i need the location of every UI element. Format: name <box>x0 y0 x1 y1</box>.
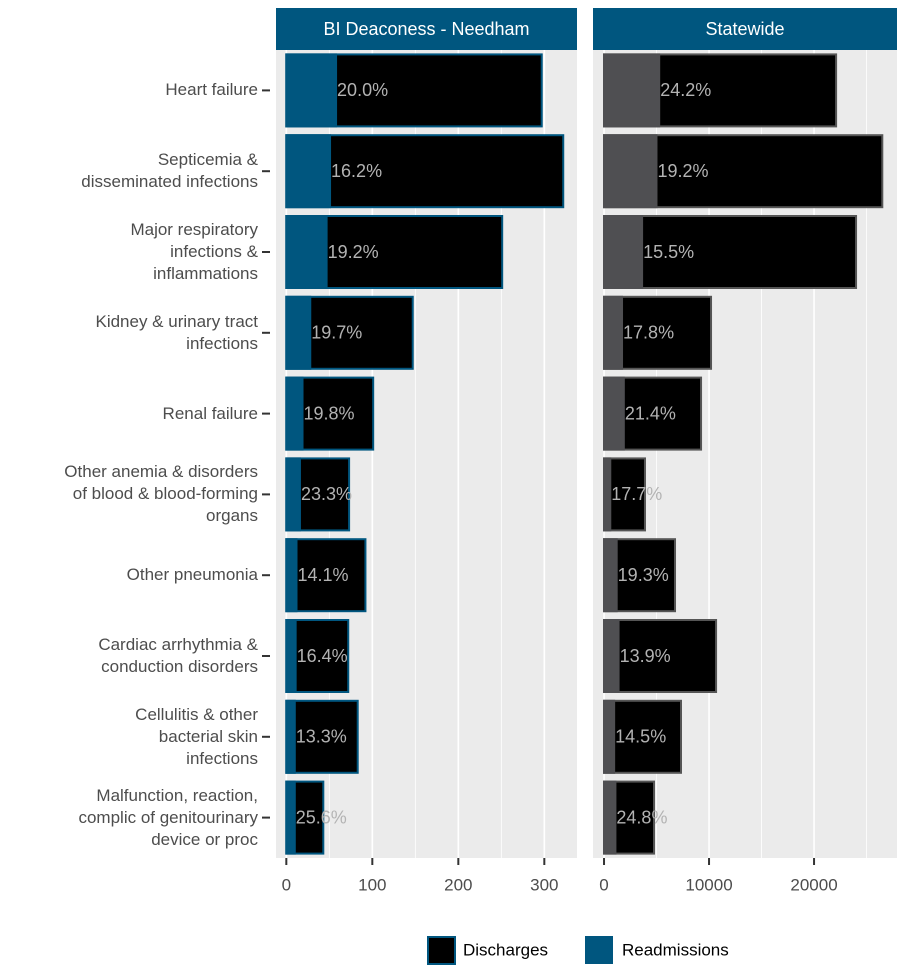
legend-label: Readmissions <box>622 940 729 959</box>
facet-title: Statewide <box>705 19 784 39</box>
legend-key <box>427 936 456 965</box>
readmission-bar <box>603 699 616 774</box>
discharge-bar <box>285 538 367 613</box>
readmission-bar <box>285 53 338 128</box>
readmission-bar <box>285 538 298 613</box>
rate-label: 25.6% <box>296 807 347 827</box>
discharge-bar <box>603 619 718 693</box>
rate-label: 24.8% <box>616 807 667 827</box>
readmission-bar <box>603 780 617 855</box>
rate-label: 19.2% <box>657 161 708 181</box>
rate-label: 13.9% <box>620 646 671 666</box>
legend-label: Discharges <box>463 940 548 959</box>
y-tick-label: Malfunction, reaction, complic of genito… <box>78 785 258 849</box>
y-tick-label: Kidney & urinary tract infections <box>95 311 258 353</box>
readmission-bar <box>603 215 644 289</box>
y-tick-label: Septicemia & disseminated infections <box>81 150 258 192</box>
readmission-bar <box>285 780 296 855</box>
x-tick-label: 200 <box>444 875 472 894</box>
y-tick-label: Other pneumonia <box>126 565 258 585</box>
y-tick-label: Major respiratory infections & inflammat… <box>130 220 258 283</box>
readmission-bar <box>285 295 312 370</box>
readmission-bar <box>603 457 612 532</box>
rate-label: 19.2% <box>328 242 379 262</box>
rate-label: 19.8% <box>304 403 355 423</box>
readmission-bar <box>603 295 624 370</box>
x-tick-label: 20000 <box>790 875 837 894</box>
readmission-bar <box>603 376 625 451</box>
rate-label: 20.0% <box>337 80 388 100</box>
discharge-bar <box>285 134 565 209</box>
rate-label: 19.3% <box>618 565 669 585</box>
readmission-bar <box>285 376 304 451</box>
x-tick-label: 0 <box>599 875 608 894</box>
facet-title: BI Deaconess - Needham <box>323 19 529 39</box>
readmission-bar <box>285 134 332 209</box>
x-tick-label: 10000 <box>685 875 732 894</box>
readmission-bar <box>285 457 301 532</box>
rate-label: 14.5% <box>615 727 666 747</box>
rate-label: 16.4% <box>297 646 348 666</box>
readmission-bar <box>603 619 620 693</box>
rate-label: 15.5% <box>643 242 694 262</box>
rate-label: 17.8% <box>623 323 674 343</box>
readmission-bar <box>603 134 658 209</box>
rate-label: 13.3% <box>296 727 347 747</box>
y-tick-label: Cardiac arrhythmia & conduction disorder… <box>98 635 258 676</box>
y-tick-label: Renal failure <box>162 403 258 423</box>
readmission-bar <box>285 619 297 693</box>
y-tick-label: Heart failure <box>165 80 258 100</box>
readmission-bar <box>285 699 296 774</box>
readmission-bar <box>603 538 618 613</box>
rate-label: 14.1% <box>298 565 349 585</box>
readmission-bar <box>603 53 661 128</box>
x-tick-label: 300 <box>530 875 558 894</box>
legend-key <box>585 936 613 964</box>
rate-label: 19.7% <box>311 323 362 343</box>
y-tick-label: Other anemia & disorders of blood & bloo… <box>64 462 258 526</box>
rate-label: 24.2% <box>660 80 711 100</box>
strip <box>593 8 897 50</box>
discharge-bar <box>285 699 359 774</box>
rate-label: 21.4% <box>625 403 676 423</box>
x-tick-label: 100 <box>358 875 386 894</box>
x-tick-label: 0 <box>282 875 291 894</box>
rate-label: 17.7% <box>611 484 662 504</box>
readmission-bar <box>285 215 328 289</box>
rate-label: 16.2% <box>331 161 382 181</box>
strip <box>276 8 577 50</box>
rate-label: 23.3% <box>301 484 352 504</box>
discharge-bar <box>603 215 858 289</box>
y-tick-label: Cellulitis & other bacterial skin infect… <box>135 704 258 768</box>
